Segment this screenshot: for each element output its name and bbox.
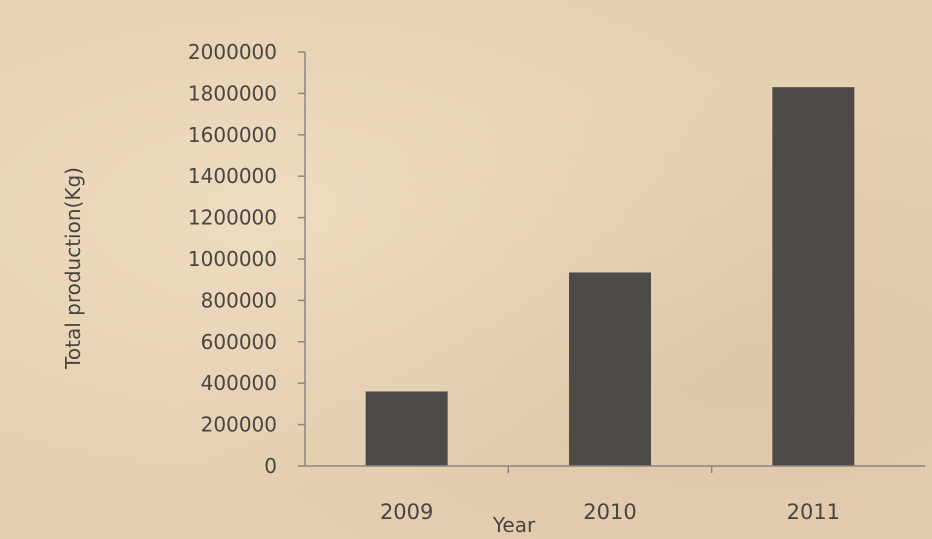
y-tick-label: 0 <box>264 454 277 478</box>
x-tick-label: 2010 <box>583 500 636 524</box>
y-tick-label: 1600000 <box>188 123 277 147</box>
y-tick-label: 1200000 <box>188 206 277 230</box>
x-tick-label: 2009 <box>380 500 433 524</box>
x-axis-title: Year <box>492 513 536 537</box>
y-tick-label: 600000 <box>201 330 277 354</box>
bar-2009 <box>365 391 448 466</box>
y-axis-title: Total production(Kg) <box>61 167 85 370</box>
y-tick-label: 1800000 <box>188 81 277 105</box>
y-tick-label: 1400000 <box>188 164 277 188</box>
y-axis-ticks: 0 200000 400000 600000 800000 1000000 1200000 1… <box>188 40 305 478</box>
y-tick-label: 200000 <box>201 413 277 437</box>
bars <box>365 87 855 466</box>
y-tick-label: 400000 <box>201 371 277 395</box>
y-tick-label: 800000 <box>201 288 277 312</box>
bar-2011 <box>772 87 855 466</box>
bar-2010 <box>569 272 651 466</box>
x-tick-label: 2011 <box>787 500 840 524</box>
y-tick-label: 1000000 <box>188 247 277 271</box>
x-axis-labels: 2009 2010 2011 <box>380 466 840 524</box>
y-tick-label: 2000000 <box>188 40 277 64</box>
